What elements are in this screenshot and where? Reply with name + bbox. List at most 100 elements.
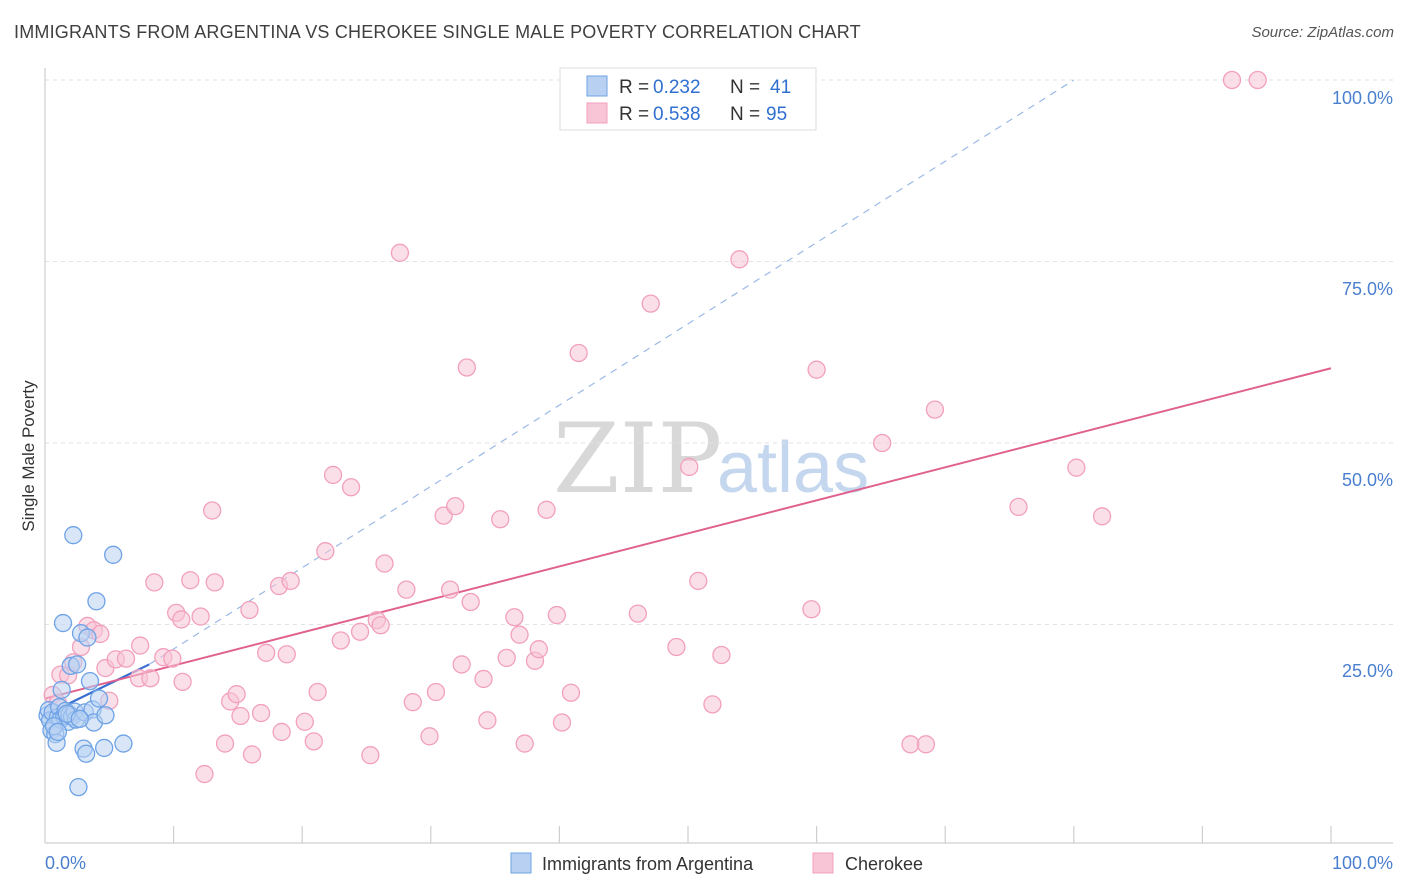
data-point-cherokee — [901, 735, 920, 754]
data-point-argentina — [96, 706, 115, 725]
y-tick-label: 75.0% — [1342, 279, 1393, 299]
data-point-cherokee — [195, 764, 214, 784]
data-point-argentina — [53, 613, 73, 633]
legend-n-value: 41 — [770, 77, 791, 98]
chart-title: IMMIGRANTS FROM ARGENTINA VS CHEROKEE SI… — [14, 22, 861, 42]
data-point-cherokee — [316, 542, 335, 561]
trend-lines — [44, 79, 1332, 717]
data-point-cherokee — [628, 604, 647, 623]
data-point-cherokee — [240, 600, 259, 620]
data-point-cherokee — [375, 554, 394, 573]
y-tick-label: 100.0% — [1332, 88, 1393, 108]
legend-n-label: N = — [730, 77, 760, 98]
data-point-cherokee — [561, 683, 581, 702]
data-point-cherokee — [547, 605, 566, 625]
data-point-cherokee — [1222, 70, 1242, 90]
data-point-cherokee — [552, 713, 572, 732]
bottom-legend-label-argentina: Immigrants from Argentina — [542, 854, 754, 874]
gridlines — [45, 79, 1393, 625]
y-tick-label: 25.0% — [1342, 661, 1393, 681]
data-point-cherokee — [191, 607, 210, 626]
bottom-legend-swatch-cherokee — [812, 852, 834, 874]
trend-line-extension — [148, 79, 1075, 665]
data-point-cherokee — [331, 631, 350, 650]
legend-bottom: Immigrants from Argentina Cherokee — [510, 852, 923, 874]
data-point-cherokee — [173, 672, 192, 692]
data-point-cherokee — [131, 636, 150, 655]
legend-top: R = 0.232 N = 41 R = 0.538 N = 95 — [559, 67, 817, 131]
data-point-cherokee — [497, 648, 516, 668]
data-point-cherokee — [925, 400, 945, 419]
data-point-cherokee — [215, 734, 235, 753]
data-point-cherokee — [1248, 70, 1267, 90]
x-tick-label-end: 100.0% — [1332, 853, 1393, 873]
data-point-cherokee — [1009, 497, 1028, 517]
data-point-cherokee — [361, 746, 380, 765]
data-point-cherokee — [916, 735, 936, 754]
legend-r-label: R = — [619, 104, 649, 125]
data-point-cherokee — [491, 510, 510, 529]
data-point-cherokee — [1092, 507, 1112, 526]
data-point-cherokee — [569, 343, 588, 363]
data-point-cherokee — [510, 625, 529, 644]
data-point-cherokee — [1067, 458, 1086, 477]
data-point-cherokee — [730, 250, 749, 269]
data-point-cherokee — [515, 734, 534, 753]
data-point-argentina — [48, 722, 68, 742]
data-point-cherokee — [461, 592, 480, 612]
data-point-cherokee — [163, 649, 182, 668]
data-point-cherokee — [712, 645, 731, 665]
legend-n-value: 95 — [766, 104, 787, 125]
watermark-atlas: atlas — [717, 428, 869, 508]
data-point-argentina — [78, 628, 97, 647]
data-point-cherokee — [272, 722, 291, 742]
data-point-cherokee — [308, 682, 327, 702]
data-point-cherokee — [231, 706, 250, 726]
bottom-legend-label-cherokee: Cherokee — [845, 854, 923, 874]
data-point-cherokee — [667, 637, 686, 657]
data-point-cherokee — [341, 478, 361, 497]
data-point-cherokee — [505, 608, 524, 627]
data-point-argentina — [80, 671, 100, 691]
data-point-argentina — [68, 655, 87, 674]
data-point-cherokee — [680, 457, 699, 477]
legend-n-label: N = — [730, 104, 760, 125]
data-point-cherokee — [242, 745, 262, 764]
y-axis-label: Single Male Poverty — [19, 380, 38, 532]
data-point-cherokee — [390, 243, 410, 262]
data-point-cherokee — [304, 732, 323, 751]
data-point-cherokee — [703, 695, 722, 714]
data-point-argentina — [89, 689, 109, 708]
data-point-argentina — [52, 680, 71, 699]
data-point-cherokee — [181, 571, 200, 590]
y-tick-labels: 100.0% 75.0% 50.0% 25.0% — [1332, 88, 1393, 681]
y-tick-label: 50.0% — [1342, 470, 1393, 490]
data-point-argentina — [95, 738, 114, 758]
data-point-cherokee — [873, 433, 892, 453]
series-argentina-points — [38, 526, 133, 797]
data-point-cherokee — [474, 669, 493, 689]
data-point-argentina — [87, 592, 106, 611]
data-point-cherokee — [426, 682, 446, 702]
data-point-argentina — [114, 734, 133, 753]
data-point-cherokee — [403, 693, 422, 712]
legend-r-value: 0.538 — [653, 104, 701, 125]
data-point-cherokee — [172, 610, 191, 629]
data-point-cherokee — [420, 727, 439, 746]
data-point-argentina — [70, 709, 89, 729]
x-tick-label-start: 0.0% — [45, 853, 86, 873]
data-point-cherokee — [802, 600, 821, 619]
data-point-cherokee — [203, 501, 222, 520]
watermark-zip: ZIP — [553, 403, 722, 515]
data-point-cherokee — [251, 703, 271, 723]
watermark: ZIP atlas — [553, 403, 869, 515]
data-point-argentina — [77, 744, 96, 763]
data-point-cherokee — [689, 571, 708, 591]
data-point-cherokee — [397, 580, 416, 599]
data-point-cherokee — [457, 358, 476, 377]
data-point-cherokee — [205, 573, 224, 592]
data-point-cherokee — [537, 500, 556, 519]
data-point-cherokee — [641, 294, 660, 313]
data-point-cherokee — [116, 649, 136, 668]
